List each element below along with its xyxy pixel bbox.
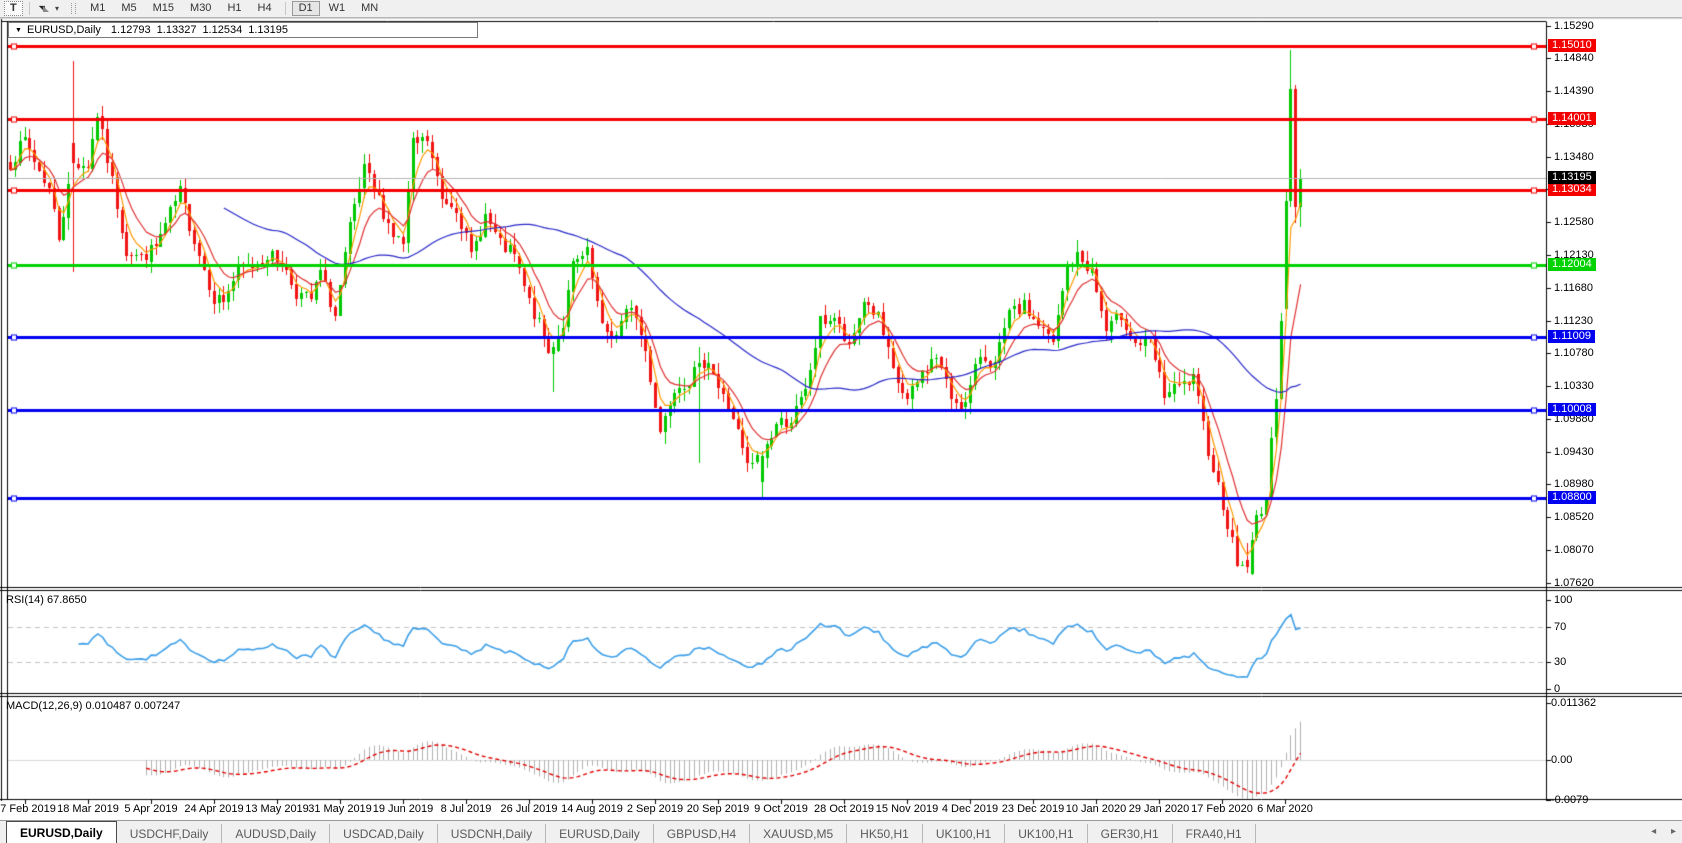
date-axis-label: 18 Mar 2019 bbox=[57, 803, 119, 815]
toolbar-grip[interactable] bbox=[71, 3, 77, 14]
price-axis-tick: 1.09430 bbox=[1554, 446, 1594, 458]
rsi-label: RSI(14) 67.8650 bbox=[6, 594, 87, 606]
date-axis-label: 6 Mar 2020 bbox=[1257, 803, 1313, 815]
tab-usdcnh-daily[interactable]: USDCNH,Daily bbox=[438, 824, 547, 843]
price-axis-tick: 1.09880 bbox=[1554, 413, 1594, 425]
tab-uk100-h1[interactable]: UK100,H1 bbox=[1005, 824, 1088, 843]
tab-nav: ◂ ▸ bbox=[1639, 826, 1676, 837]
macd-axis-tick: 0.00 bbox=[1551, 754, 1573, 766]
ohlc-high: 1.13327 bbox=[156, 24, 197, 36]
ohlc-low: 1.12534 bbox=[202, 24, 243, 36]
date-axis-label: 27 Feb 2019 bbox=[0, 803, 56, 815]
ohlc-close: 1.13195 bbox=[248, 24, 288, 36]
tab-fra40-h1[interactable]: FRA40,H1 bbox=[1173, 824, 1256, 843]
tab-ger30-h1[interactable]: GER30,H1 bbox=[1088, 824, 1173, 843]
timeframe-button-h1[interactable]: H1 bbox=[220, 1, 248, 16]
timeframe-button-h4[interactable]: H4 bbox=[251, 1, 279, 16]
tab-audusd-daily[interactable]: AUDUSD,Daily bbox=[222, 824, 331, 843]
timeframe-button-mn[interactable]: MN bbox=[354, 1, 385, 16]
ohlc-open: 1.12793 bbox=[110, 24, 151, 36]
hline-price-badge: 1.14001 bbox=[1548, 112, 1596, 125]
date-axis-label: 9 Oct 2019 bbox=[754, 803, 808, 815]
date-axis-label: 15 Nov 2019 bbox=[875, 803, 939, 815]
top-toolbar: T ◥◣ ▾ M1 M5 M15 M30 H1 H4 D1 W1 MN bbox=[0, 0, 1682, 18]
tab-eurusd-daily[interactable]: EURUSD,Daily bbox=[546, 824, 654, 843]
date-axis-label: 17 Feb 2020 bbox=[1191, 803, 1253, 815]
date-axis-label: 14 Aug 2019 bbox=[561, 803, 623, 815]
current-price-badge: 1.13195 bbox=[1548, 171, 1596, 184]
date-axis-label: 8 Jul 2019 bbox=[440, 803, 492, 815]
chart-info-overlay: ▼ EURUSD,Daily 1.12793 1.13327 1.12534 1… bbox=[8, 22, 478, 38]
price-axis-tick: 1.07620 bbox=[1554, 577, 1594, 589]
cursor-tool-dropdown[interactable]: ▾ bbox=[52, 1, 62, 16]
price-axis-tick: 1.08070 bbox=[1554, 544, 1594, 556]
price-axis-tick: 1.11680 bbox=[1554, 282, 1593, 294]
date-axis-label: 26 Jul 2019 bbox=[500, 803, 558, 815]
macd-axis-tick: -0.0079 bbox=[1551, 794, 1589, 806]
toolbar-separator bbox=[284, 2, 286, 15]
price-axis-tick: 1.15290 bbox=[1554, 20, 1594, 32]
hline-price-badge: 1.08800 bbox=[1548, 491, 1596, 504]
hline-price-badge: 1.15010 bbox=[1548, 39, 1596, 52]
tab-scroll-right-icon[interactable]: ▸ bbox=[1670, 826, 1676, 837]
hline-price-badge: 1.10008 bbox=[1548, 403, 1596, 416]
timeframe-button-m1[interactable]: M1 bbox=[83, 1, 112, 16]
rsi-axis-tick: 30 bbox=[1554, 656, 1567, 668]
timeframe-button-m15[interactable]: M15 bbox=[146, 1, 181, 16]
price-axis-tick: 1.14390 bbox=[1554, 85, 1594, 97]
date-axis-label: 10 Jan 2020 bbox=[1065, 803, 1127, 815]
chart-symbol-label: EURUSD,Daily bbox=[26, 24, 101, 36]
cursor-arrow-icon-2: ◣ bbox=[42, 4, 49, 13]
hline-price-badge: 1.12004 bbox=[1548, 258, 1596, 271]
macd-label: MACD(12,26,9) 0.010487 0.007247 bbox=[6, 700, 181, 712]
price-axis-tick: 1.12580 bbox=[1554, 216, 1594, 228]
chart-dropdown-caret[interactable]: ▼ bbox=[15, 26, 22, 34]
cursor-arrow-icon: ◥ bbox=[38, 4, 45, 13]
toolbar-separator bbox=[28, 2, 30, 15]
date-axis-label: 2 Sep 2019 bbox=[626, 803, 684, 815]
date-axis-label: 29 Jan 2020 bbox=[1128, 803, 1190, 815]
timeframe-button-m5[interactable]: M5 bbox=[114, 1, 143, 16]
price-axis-tick: 1.10780 bbox=[1554, 347, 1594, 359]
tab-xauusd-m5[interactable]: XAUUSD,M5 bbox=[750, 824, 848, 843]
date-axis-label: 5 Apr 2019 bbox=[124, 803, 178, 815]
cursor-tool-button[interactable]: ◥◣ bbox=[36, 1, 50, 16]
timeframe-button-group: M1 M5 M15 M30 H1 H4 D1 W1 MN bbox=[82, 1, 386, 16]
price-axis-tick: 1.14840 bbox=[1554, 52, 1594, 64]
price-axis-tick: 1.10330 bbox=[1554, 380, 1594, 392]
tab-eurusd-daily[interactable]: EURUSD,Daily bbox=[6, 821, 117, 843]
rsi-axis-tick: 0 bbox=[1554, 683, 1561, 695]
price-axis-tick: 1.13480 bbox=[1554, 151, 1594, 163]
tab-usdcad-daily[interactable]: USDCAD,Daily bbox=[330, 824, 438, 843]
timeframe-button-w1[interactable]: W1 bbox=[322, 1, 353, 16]
date-axis-label: 24 Apr 2019 bbox=[184, 803, 244, 815]
tab-usdchf-daily[interactable]: USDCHF,Daily bbox=[117, 824, 223, 843]
hline-price-badge: 1.11009 bbox=[1548, 330, 1595, 343]
tab-scroll-left-icon[interactable]: ◂ bbox=[1651, 826, 1657, 837]
rsi-axis-tick: 100 bbox=[1554, 594, 1573, 606]
tab-hk50-h1[interactable]: HK50,H1 bbox=[847, 824, 923, 843]
text-tool-button[interactable]: T bbox=[4, 1, 23, 16]
chart-tab-bar: EURUSD,Daily USDCHF,Daily AUDUSD,Daily USDC… bbox=[0, 820, 1682, 843]
date-axis-label: 19 Jun 2019 bbox=[372, 803, 434, 815]
timeframe-button-d1[interactable]: D1 bbox=[291, 1, 320, 16]
price-axis-tick: 1.08980 bbox=[1554, 478, 1594, 490]
price-axis-tick: 1.08520 bbox=[1554, 511, 1594, 523]
price-axis-tick: 1.11230 bbox=[1554, 315, 1593, 327]
date-axis-label: 28 Oct 2019 bbox=[814, 803, 874, 815]
macd-axis-tick: 0.011362 bbox=[1551, 697, 1597, 709]
tab-gbpusd-h4[interactable]: GBPUSD,H4 bbox=[654, 824, 751, 843]
tab-uk100-h1[interactable]: UK100,H1 bbox=[923, 824, 1006, 843]
date-axis-label: 13 May 2019 bbox=[245, 803, 309, 815]
date-axis-label: 4 Dec 2019 bbox=[941, 803, 999, 815]
date-axis-label: 20 Sep 2019 bbox=[686, 803, 750, 815]
date-axis-label: 23 Dec 2019 bbox=[1001, 803, 1065, 815]
rsi-axis-tick: 70 bbox=[1554, 621, 1567, 633]
date-axis-label: 31 May 2019 bbox=[308, 803, 372, 815]
timeframe-button-m30[interactable]: M30 bbox=[183, 1, 218, 16]
hline-price-badge: 1.13034 bbox=[1548, 183, 1596, 196]
